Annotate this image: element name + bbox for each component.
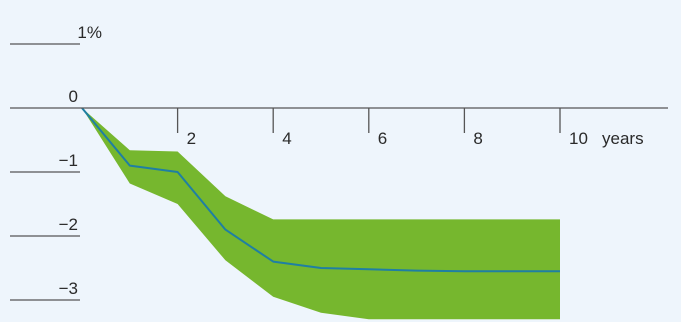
x-tick-label-4: 4	[282, 129, 291, 148]
x-tick-label-10: 10	[569, 129, 588, 148]
series-line	[81, 107, 560, 273]
x-tick-label-6: 6	[378, 129, 387, 148]
y-tick-label-0: 0	[69, 87, 78, 106]
y-tick-label-neg3: −3	[59, 279, 78, 298]
confidence-band	[82, 108, 560, 320]
x-tick-label-8: 8	[473, 129, 482, 148]
y-tick-label-1: 1%	[77, 23, 102, 42]
x-tick-label-2: 2	[187, 129, 196, 148]
y-tick-label-neg2: −2	[59, 215, 78, 234]
y-tick-label-neg1: −1	[59, 151, 78, 170]
x-axis-unit-label: years	[602, 129, 644, 148]
